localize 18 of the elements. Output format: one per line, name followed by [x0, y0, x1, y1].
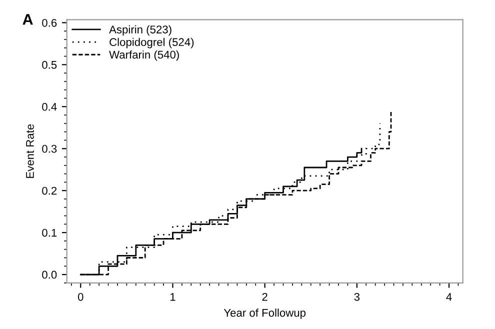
x-tick-label: 3	[354, 292, 360, 301]
legend-label: Aspirin (523)	[109, 25, 172, 36]
y-tick-label: 0.6	[42, 18, 57, 27]
y-tick-label: 0.0	[42, 270, 57, 279]
y-axis-title: Event Rate	[26, 124, 34, 178]
y-tick-label: 0.1	[42, 228, 57, 237]
legend-label: Warfarin (540)	[109, 50, 179, 61]
y-tick-label: 0.2	[42, 186, 57, 195]
x-axis-title: Year of Followup	[224, 308, 306, 319]
x-tick-label: 1	[170, 293, 176, 301]
y-tick-label: 0.3	[42, 144, 57, 153]
text: A	[22, 14, 33, 25]
legend-label: Clopidogrel (524)	[110, 38, 194, 48]
y-tick-label: 0.4	[42, 102, 57, 111]
x-tick-label: 0	[78, 292, 84, 301]
y-tick-label: 0.5	[42, 60, 57, 69]
x-tick-label: 4	[446, 293, 452, 301]
x-tick-label: 2	[262, 292, 268, 301]
